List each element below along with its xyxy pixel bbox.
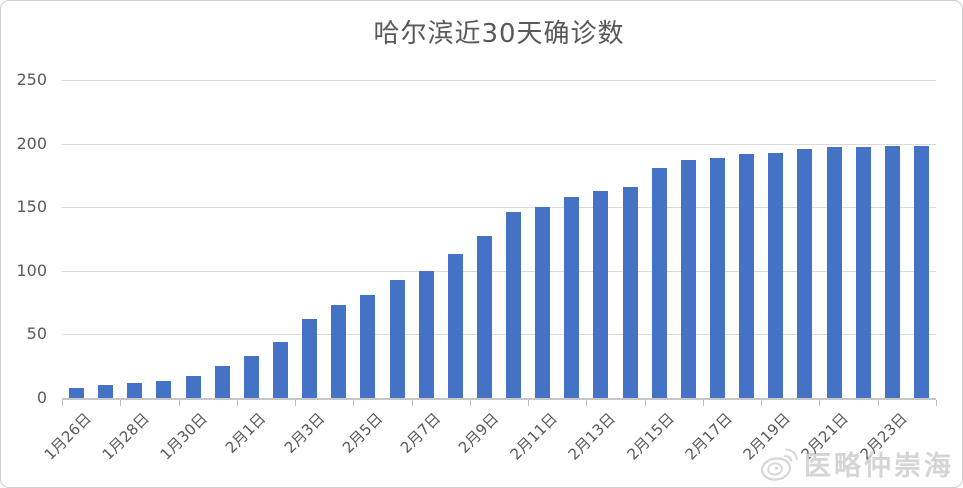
bar bbox=[447, 254, 463, 398]
bar bbox=[476, 236, 492, 398]
bar bbox=[156, 381, 172, 398]
bar bbox=[331, 305, 347, 398]
x-axis-tick bbox=[62, 400, 63, 406]
x-axis-tick bbox=[586, 400, 588, 406]
bar bbox=[185, 376, 201, 398]
x-axis-label: 2月3日 bbox=[280, 409, 328, 457]
gridline bbox=[62, 80, 936, 81]
bar bbox=[418, 270, 434, 398]
x-axis-label: 2月7日 bbox=[396, 409, 445, 457]
bar bbox=[127, 382, 143, 398]
gridline bbox=[62, 143, 936, 145]
bar bbox=[389, 279, 405, 398]
bar bbox=[214, 366, 230, 398]
bar bbox=[302, 319, 318, 398]
bar bbox=[913, 146, 929, 398]
bar bbox=[855, 147, 871, 398]
y-axis-tick-label: 0 bbox=[36, 388, 47, 407]
bar bbox=[710, 157, 725, 398]
bar bbox=[651, 167, 667, 398]
y-axis-tick-label: 250 bbox=[16, 70, 47, 89]
x-axis-tick bbox=[411, 400, 413, 406]
gridline bbox=[62, 207, 936, 209]
x-axis-label: 2月23日 bbox=[856, 409, 911, 464]
chart-title: 哈尔滨近30天确诊数 bbox=[373, 19, 625, 49]
x-axis-tick bbox=[469, 400, 471, 406]
bar bbox=[826, 147, 842, 398]
x-axis-label: 2月5日 bbox=[338, 409, 387, 457]
x-axis-label: 1月28日 bbox=[98, 409, 153, 464]
x-axis-tick bbox=[819, 400, 821, 406]
bar bbox=[535, 207, 551, 398]
x-axis-label: 2月21日 bbox=[797, 409, 853, 464]
gridline bbox=[62, 270, 936, 272]
x-axis-label: 2月17日 bbox=[681, 409, 736, 464]
x-axis-label: 2月13日 bbox=[564, 409, 620, 464]
bar bbox=[739, 153, 755, 398]
x-axis-tick bbox=[936, 400, 937, 406]
y-axis-tick-label: 50 bbox=[26, 324, 47, 344]
x-axis-label: 2月11日 bbox=[506, 409, 561, 464]
x-axis-tick bbox=[295, 400, 297, 406]
x-axis-label: 2月1日 bbox=[222, 409, 270, 457]
x-axis-tick bbox=[644, 400, 646, 406]
x-axis-tick bbox=[528, 400, 530, 406]
bar bbox=[564, 197, 580, 398]
y-axis-tick-label: 150 bbox=[16, 197, 47, 217]
bar bbox=[69, 387, 85, 398]
bar bbox=[360, 294, 376, 398]
x-axis-tick bbox=[178, 400, 180, 406]
x-axis-tick bbox=[236, 400, 238, 406]
x-axis-label: 2月9日 bbox=[455, 409, 503, 457]
y-axis-tick-label: 200 bbox=[16, 133, 47, 153]
bar bbox=[506, 212, 522, 398]
bar bbox=[768, 152, 784, 398]
x-axis-tick bbox=[761, 400, 763, 406]
bar bbox=[593, 190, 609, 398]
x-axis-tick bbox=[120, 400, 122, 406]
x-axis-tick bbox=[877, 400, 879, 406]
bar bbox=[622, 186, 638, 398]
y-axis-tick-label: 100 bbox=[16, 260, 47, 280]
bar bbox=[680, 160, 696, 398]
plot-area: 0 50 100 150 200 250 1月26日 1月28日 1月30日 2月1日 2月3日 2月… bbox=[16, 71, 937, 464]
x-axis-label: 1月30日 bbox=[157, 409, 212, 464]
bar bbox=[797, 148, 813, 398]
gridline bbox=[62, 334, 936, 336]
x-axis-tick bbox=[353, 400, 355, 406]
x-axis-label: 2月19日 bbox=[739, 409, 794, 464]
bar bbox=[884, 146, 900, 398]
x-axis-tick bbox=[702, 400, 704, 406]
bar bbox=[98, 385, 114, 398]
bar bbox=[243, 356, 259, 398]
x-axis-label: 2月15日 bbox=[623, 409, 678, 464]
bar bbox=[273, 342, 288, 398]
x-axis-label: 1月26日 bbox=[40, 409, 95, 464]
